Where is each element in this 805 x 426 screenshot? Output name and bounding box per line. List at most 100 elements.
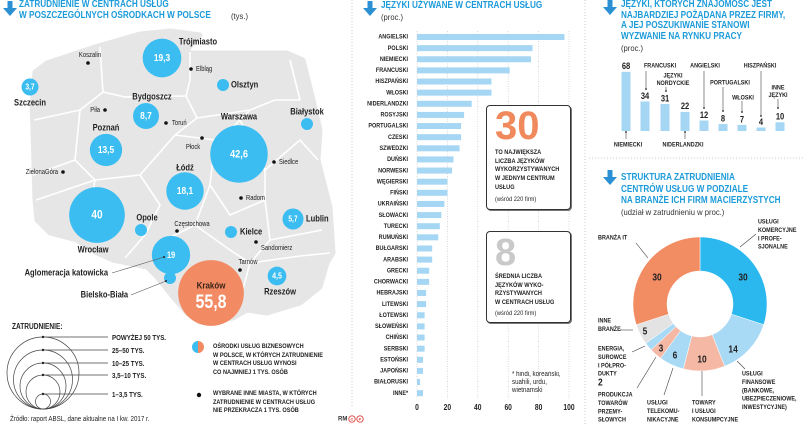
- bar: [417, 78, 492, 85]
- city-name: Bielsko-Biała: [81, 289, 129, 300]
- leader-line: [635, 242, 649, 259]
- bar-row: HISZPAŃSKI: [375, 77, 492, 85]
- segment-label: SŁOWYCH: [598, 417, 626, 423]
- bubble-value: 18,1: [177, 185, 193, 196]
- bar-row: CHIŃSKI: [386, 333, 425, 341]
- bar: [417, 45, 533, 52]
- city-label: Tarnów: [239, 258, 258, 266]
- bar-category-label: NIEMIECKI: [614, 142, 643, 148]
- donut-segment: [699, 236, 768, 326]
- donut-segment-group: 6 USŁUGI TELEKOMU- NIKACYJNE: [647, 330, 693, 423]
- x-tick-label: 100: [563, 403, 574, 413]
- stat-line: W JEDNYM CENTRUM: [495, 175, 555, 183]
- leader-dot: [684, 131, 686, 133]
- stat-value: 8: [495, 232, 517, 274]
- bar-column: 4 HISZPAŃSKI: [744, 61, 777, 131]
- bubble-value: 5,7: [288, 214, 297, 224]
- bar-value: 8: [721, 113, 726, 124]
- center-marker: Olsztyn: [217, 79, 258, 91]
- city-name: Łódź: [176, 162, 194, 173]
- segment-value: 30: [738, 272, 747, 283]
- segment-label: KONSUMPCYJNE: [692, 417, 738, 423]
- leader-dot: [645, 88, 647, 90]
- city-name: Bydgoszcz: [132, 91, 171, 102]
- bar: [417, 189, 448, 196]
- legend-text-line: NIE PRZEKRACZA 1 TYS. OSÓB: [213, 407, 299, 415]
- bar: [737, 124, 747, 131]
- city-label: Częstochowa: [174, 220, 210, 228]
- bar-column: 8 PORTUGALSKI: [710, 80, 750, 131]
- bar-row: TURECKI: [384, 223, 440, 230]
- bar-column: 22 NIDERLANDZKI: [663, 101, 704, 149]
- bar: [417, 267, 430, 274]
- bar-label: GRECKI: [387, 268, 409, 274]
- center-bubble: [217, 79, 229, 91]
- segment-label: TOWARY: [692, 400, 716, 406]
- half-circle-blue: [192, 341, 198, 353]
- center-marker: Kielce: [225, 226, 263, 238]
- bar-label: ARABSKI: [383, 257, 408, 263]
- donut-segment: [632, 236, 701, 326]
- footnote-line: wietnamski: [512, 387, 543, 394]
- leader-line: [111, 256, 165, 274]
- bar: [417, 312, 425, 319]
- segment-label: TOWARÓW: [598, 399, 628, 408]
- bar: [417, 34, 565, 40]
- title-line: JĘZYKI UŻYWANE W CENTRACH USŁUG: [381, 0, 543, 11]
- x-tick-label: 60: [504, 403, 511, 413]
- city-label: Koszalin: [79, 51, 102, 59]
- bar-value: 4: [759, 116, 764, 127]
- center-marker: Aglomeracja katowicka 19: [25, 235, 191, 278]
- bar-row: SŁOWEŃSKI: [375, 322, 425, 331]
- donut-segment-group: 30 USŁUGI KOMERCYJNE I PROFE- SJONALNE: [699, 219, 797, 326]
- separators: [351, 0, 805, 426]
- segment-label: KOMERCYJNE: [758, 228, 797, 234]
- donut-segment-group: 5 INNE BRANŻE: [598, 313, 674, 344]
- bar: [417, 167, 452, 174]
- source-note: Źródło: raport ABSL, dane aktualne na I …: [10, 416, 150, 423]
- donut-segment-group: 10 TOWARY I USŁUGI KONSUMPCYJNE: [683, 334, 738, 423]
- city-label: Radom: [246, 194, 265, 202]
- bar-label: BIAŁORUSKI: [374, 379, 408, 385]
- map-title-line: ZATRUDNIENIE W CENTRACH USŁUG: [19, 0, 169, 10]
- arrow-down-icon: [603, 0, 617, 15]
- bar-row: UKRAIŃSKI: [378, 199, 445, 208]
- center-bubble: [135, 224, 147, 236]
- leader-dot: [625, 131, 627, 133]
- bar: [417, 111, 465, 118]
- city-name: Aglomeracja katowicka: [25, 267, 109, 278]
- title-line: NA BRANŻE ICH FIRM MACIERZYSTYCH: [621, 195, 781, 206]
- stat-line: WYKORZYSTYWANYCH: [495, 166, 560, 174]
- title-line: STRUKTURA ZATRUDNIENIA: [621, 172, 735, 183]
- bar-label: TURECKI: [384, 224, 409, 230]
- center-bubble: [151, 235, 191, 275]
- bar-label: SŁOWEŃSKI: [375, 322, 408, 331]
- center-marker: Szczecin 3,7: [14, 78, 46, 108]
- stat-line: RZYSTYWANYCH: [495, 290, 542, 298]
- city-dot: [200, 136, 204, 140]
- bar-row: SŁOWACKI: [379, 212, 442, 219]
- size-legend-graphic: [6, 335, 108, 410]
- highlight-bubble: [178, 260, 244, 326]
- bar: [417, 234, 439, 241]
- bar-value: 68: [622, 61, 631, 72]
- city-marker: Koszalin: [79, 51, 102, 65]
- bar: [417, 67, 510, 74]
- bar: [417, 301, 427, 308]
- x-tick-label: 40: [474, 403, 481, 413]
- bar: [417, 200, 445, 207]
- segment-label: PRZEMY-: [598, 409, 622, 415]
- center-legend-text: OŚRODKI USŁUG BIZNESOWYCH W POLSCE, W KT…: [213, 343, 341, 378]
- stat-note: (wśród 220 firm): [495, 196, 537, 203]
- center-bubble: [69, 187, 125, 243]
- segment-label: INNE: [598, 318, 611, 324]
- bar-row: ROSYJSKI: [380, 111, 465, 119]
- legend-circle-25-50: [13, 349, 73, 410]
- stat-line: W CENTRACH USŁUG: [495, 299, 555, 307]
- segment-value: 10: [697, 354, 706, 365]
- bar-category-label: PORTUGALSKI: [710, 80, 750, 86]
- title-line: CENTRÓW USŁUG W PODZIALE: [621, 183, 749, 195]
- map-panel-title: ZATRUDNIENIE W CENTRACH USŁUG W POSZCZEG…: [19, 0, 253, 21]
- legend-text-line: ZATRUDNIENIE W CENTRACH USŁUG: [213, 398, 316, 406]
